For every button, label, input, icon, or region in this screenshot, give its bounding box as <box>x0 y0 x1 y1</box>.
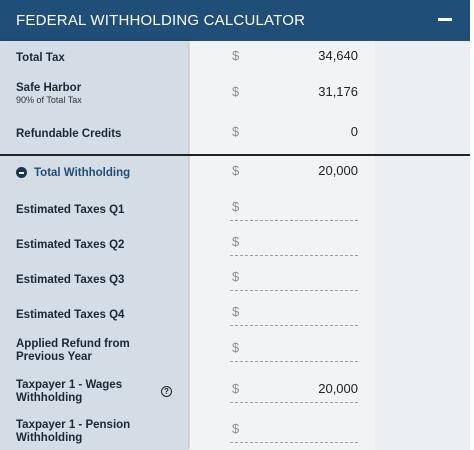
header-title: FEDERAL WITHHOLDING CALCULATOR <box>16 12 306 29</box>
value: 0 <box>350 124 358 139</box>
label-text: Estimated Taxes Q1 <box>16 203 125 216</box>
side-column <box>375 41 470 450</box>
input-field[interactable] <box>230 220 358 221</box>
currency-symbol: $ <box>232 269 240 284</box>
input-field[interactable] <box>230 325 358 326</box>
input-field[interactable] <box>230 255 358 256</box>
collapse-button[interactable] <box>438 18 452 21</box>
label-text: Taxpayer 1 - Pension Withholding <box>16 419 131 444</box>
row-label: Applied Refund from Previous Year <box>16 336 166 366</box>
currency-symbol: $ <box>232 84 240 99</box>
row-label: Estimated Taxes Q4 <box>16 300 166 330</box>
label-text: Estimated Taxes Q4 <box>16 308 125 321</box>
row-label: Taxpayer 1 - Wages Withholding <box>16 377 166 407</box>
row-label: Estimated Taxes Q1 <box>16 195 166 225</box>
row-label: Total Withholding <box>34 158 174 188</box>
input-field[interactable] <box>230 290 358 291</box>
label-text: Refundable Credits <box>16 127 122 140</box>
value-column <box>190 41 375 450</box>
label-text: Estimated Taxes Q3 <box>16 273 125 286</box>
row-label: Refundable Credits <box>16 119 166 149</box>
label-text: Applied Refund from Previous Year <box>16 338 130 363</box>
row-label: Taxpayer 1 - Pension Withholding <box>16 417 166 447</box>
row-label: Safe Harbor 90% of Total Tax <box>16 79 166 109</box>
label-column <box>0 41 188 450</box>
collapse-icon[interactable] <box>16 167 27 178</box>
currency-symbol: $ <box>232 163 240 178</box>
label-text: Safe Harbor <box>16 82 82 94</box>
label-text: Taxpayer 1 - Wages Withholding <box>16 379 123 404</box>
currency-symbol: $ <box>232 199 240 214</box>
currency-symbol: $ <box>232 421 240 436</box>
help-icon[interactable]: ? <box>161 386 172 397</box>
label-text: Total Withholding <box>34 166 131 179</box>
value: 20,000 <box>318 163 358 178</box>
row-label: Estimated Taxes Q2 <box>16 230 166 260</box>
label-text: Estimated Taxes Q2 <box>16 238 125 251</box>
input-value: 20,000 <box>318 381 358 396</box>
currency-symbol: $ <box>232 381 240 396</box>
row-label: Total Tax <box>16 43 166 73</box>
label-note: 90% of Total Tax <box>16 95 82 105</box>
currency-symbol: $ <box>232 304 240 319</box>
row-label: Estimated Taxes Q3 <box>16 265 166 295</box>
header-bar: FEDERAL WITHHOLDING CALCULATOR <box>0 0 470 41</box>
divider <box>0 154 470 156</box>
value: 31,176 <box>318 84 358 99</box>
currency-symbol: $ <box>232 340 240 355</box>
value: 34,640 <box>318 48 358 63</box>
label-text: Total Tax <box>16 51 65 64</box>
input-field[interactable] <box>230 402 358 403</box>
currency-symbol: $ <box>232 124 240 139</box>
currency-symbol: $ <box>232 48 240 63</box>
input-field[interactable] <box>230 442 358 443</box>
currency-symbol: $ <box>232 234 240 249</box>
input-field[interactable] <box>230 361 358 362</box>
